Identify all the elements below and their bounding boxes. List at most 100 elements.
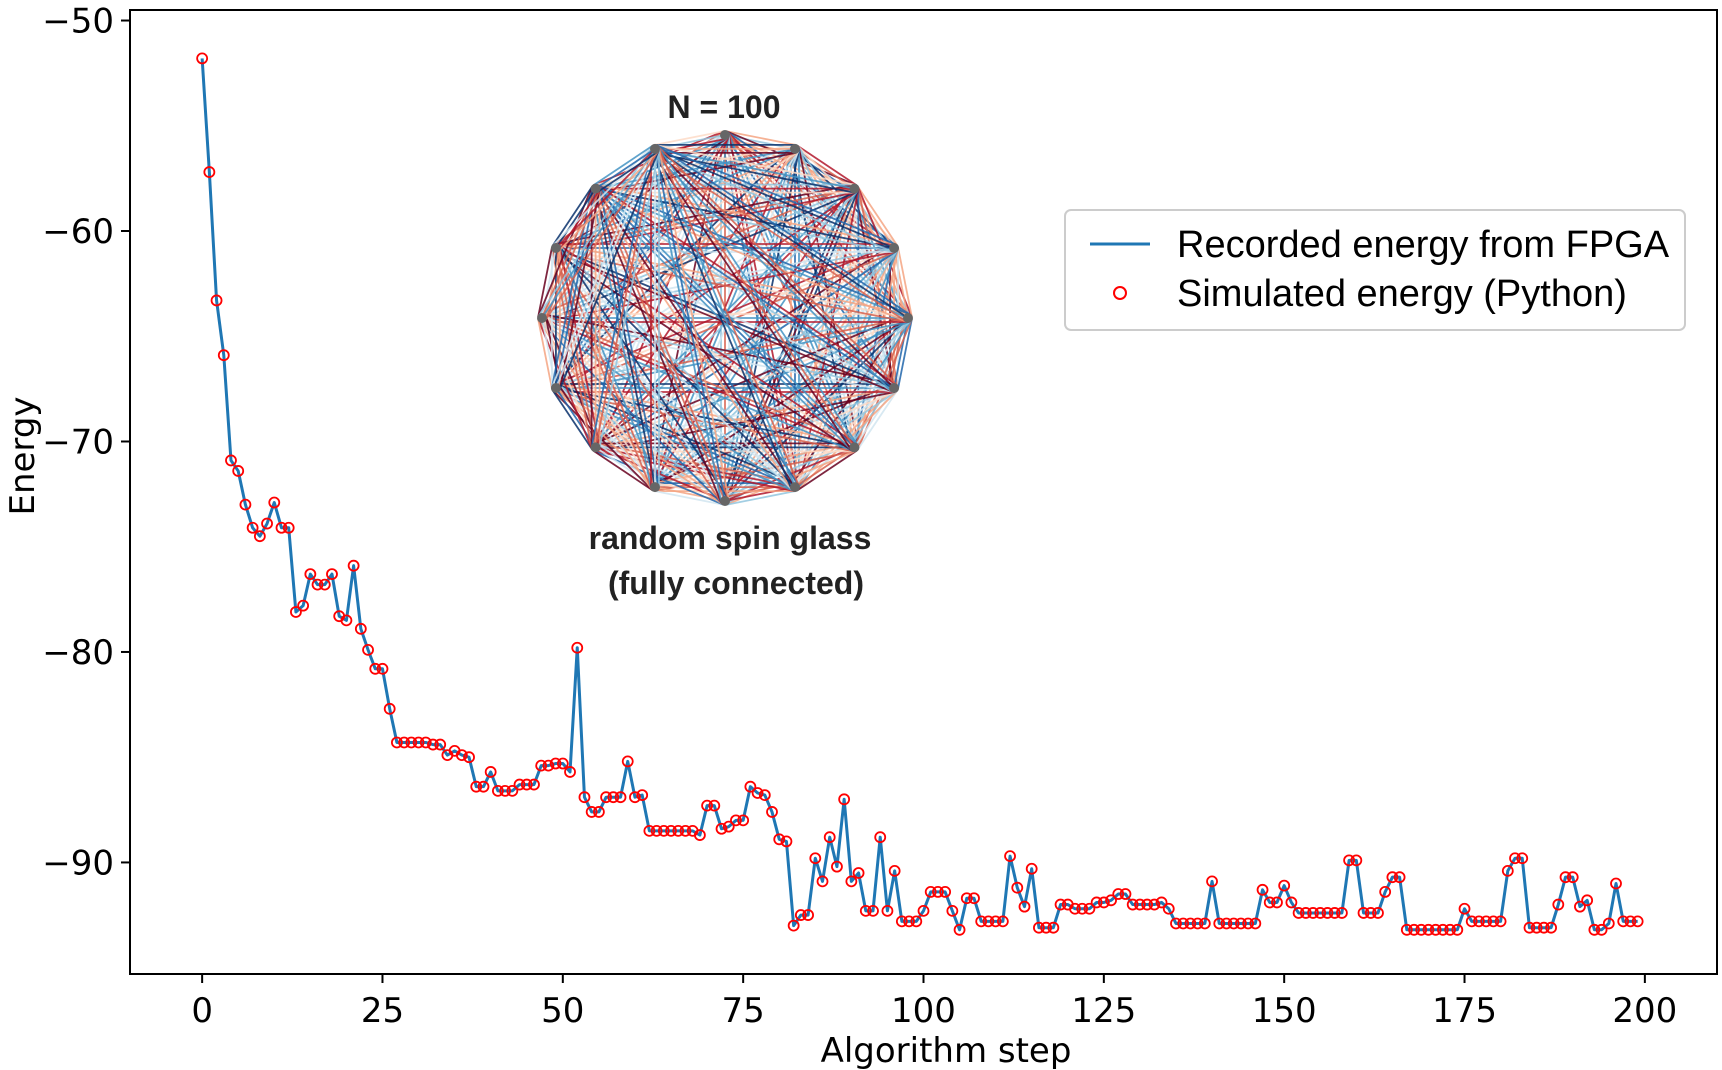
python-energy-point — [1314, 907, 1327, 919]
inset-node — [550, 383, 561, 393]
inset-edge — [656, 144, 911, 316]
python-energy-point — [946, 904, 959, 917]
python-energy-point — [261, 517, 273, 530]
inset-edge — [552, 250, 793, 491]
python-energy-point — [297, 599, 310, 612]
python-energy-point — [859, 904, 872, 917]
y-axis-label: Energy — [3, 396, 43, 515]
python-energy-point — [268, 496, 281, 509]
python-energy-point — [1408, 923, 1420, 936]
inset-node — [849, 183, 860, 194]
python-energy-point — [1516, 852, 1529, 865]
inset-caption-line1: random spin glass — [589, 520, 872, 556]
inset-edge — [558, 245, 730, 500]
python-energy-point — [1422, 923, 1435, 936]
y-axis-ticks: −50 −60 −70 −80 −90 — [42, 2, 130, 883]
inset-edge — [656, 144, 896, 246]
x-tick-label: 0 — [191, 991, 213, 1031]
python-energy-point — [867, 904, 879, 917]
python-energy-point — [578, 791, 591, 804]
python-energy-point — [1379, 886, 1392, 898]
python-energy-point — [1436, 923, 1449, 936]
python-energy-point — [895, 915, 908, 928]
inset-edge — [590, 147, 652, 447]
python-energy-point — [975, 915, 988, 928]
x-tick-label: 75 — [722, 991, 765, 1031]
inset-edge — [654, 152, 854, 194]
python-energy-point — [1559, 871, 1572, 884]
python-energy-point — [1198, 917, 1211, 930]
python-energy-point — [1162, 902, 1175, 915]
inset-edge — [654, 148, 895, 249]
python-energy-point — [852, 867, 865, 879]
python-energy-point — [304, 568, 317, 580]
python-energy-point — [1350, 854, 1363, 867]
inset-edge — [592, 144, 654, 187]
inset-edge — [796, 449, 858, 492]
python-energy-point — [564, 766, 576, 778]
y-tick-label: −90 — [42, 843, 114, 883]
inset-edge — [598, 149, 660, 449]
inset-node — [720, 130, 730, 140]
inset-edge — [657, 146, 859, 446]
inset-edge — [558, 151, 659, 252]
python-energy-point — [1631, 915, 1644, 928]
python-energy-point — [1335, 907, 1348, 919]
legend-marker-swatch — [1113, 286, 1127, 300]
inset-node — [849, 442, 860, 453]
python-energy-point — [1429, 923, 1442, 936]
python-energy-point — [1054, 898, 1067, 911]
python-energy-point — [1588, 923, 1601, 936]
python-energy-point — [369, 662, 382, 675]
inset-edge — [654, 148, 796, 488]
python-energy-point — [484, 766, 497, 778]
python-energy-point — [1444, 923, 1456, 936]
python-energy-point — [390, 736, 403, 749]
inset-edge — [856, 185, 899, 247]
python-energy-point — [607, 791, 620, 804]
inset-node — [889, 243, 900, 253]
python-energy-point — [996, 915, 1009, 928]
python-energy-point — [318, 578, 331, 591]
inset-node — [790, 482, 800, 493]
y-tick-label: −70 — [42, 422, 114, 462]
legend-label-python: Simulated energy (Python) — [1177, 273, 1627, 315]
python-energy-point — [528, 778, 540, 791]
python-energy-point — [708, 799, 721, 812]
python-energy-point — [636, 789, 649, 801]
python-energy-point — [1126, 898, 1139, 911]
spin-glass-inset: N = 100 random spin glass (fully connect… — [537, 89, 913, 601]
python-energy-point — [1328, 907, 1341, 919]
python-energy-point — [542, 759, 555, 772]
python-energy-point — [1617, 915, 1630, 928]
python-energy-point — [1307, 907, 1319, 919]
python-energy-point — [1220, 917, 1233, 930]
python-energy-point — [398, 736, 411, 749]
inset-edge — [555, 247, 855, 449]
inset-edge — [558, 190, 600, 251]
python-energy-point — [1278, 879, 1291, 892]
python-energy-point — [1112, 888, 1125, 900]
python-energy-point — [434, 738, 447, 751]
inset-edge — [725, 130, 796, 146]
python-energy-point — [960, 892, 973, 905]
python-energy-point — [1494, 915, 1507, 928]
inset-edge — [657, 145, 898, 386]
python-energy-point — [780, 835, 793, 848]
python-energy-point — [1393, 871, 1406, 884]
inset-edge — [654, 490, 725, 506]
python-energy-point — [585, 806, 598, 818]
x-axis-label: Algorithm step — [821, 1031, 1072, 1070]
python-energy-point — [419, 736, 432, 749]
python-energy-point — [455, 749, 468, 761]
python-energy-point — [657, 824, 670, 837]
python-energy-point — [376, 662, 389, 675]
inset-edge — [555, 148, 656, 389]
python-energy-point — [275, 521, 288, 534]
python-energy-point — [1602, 917, 1615, 930]
inset-node — [550, 243, 561, 253]
python-energy-point — [1206, 875, 1218, 888]
inset-edge — [598, 187, 660, 487]
python-energy-point — [744, 780, 757, 793]
python-energy-point — [802, 909, 814, 921]
